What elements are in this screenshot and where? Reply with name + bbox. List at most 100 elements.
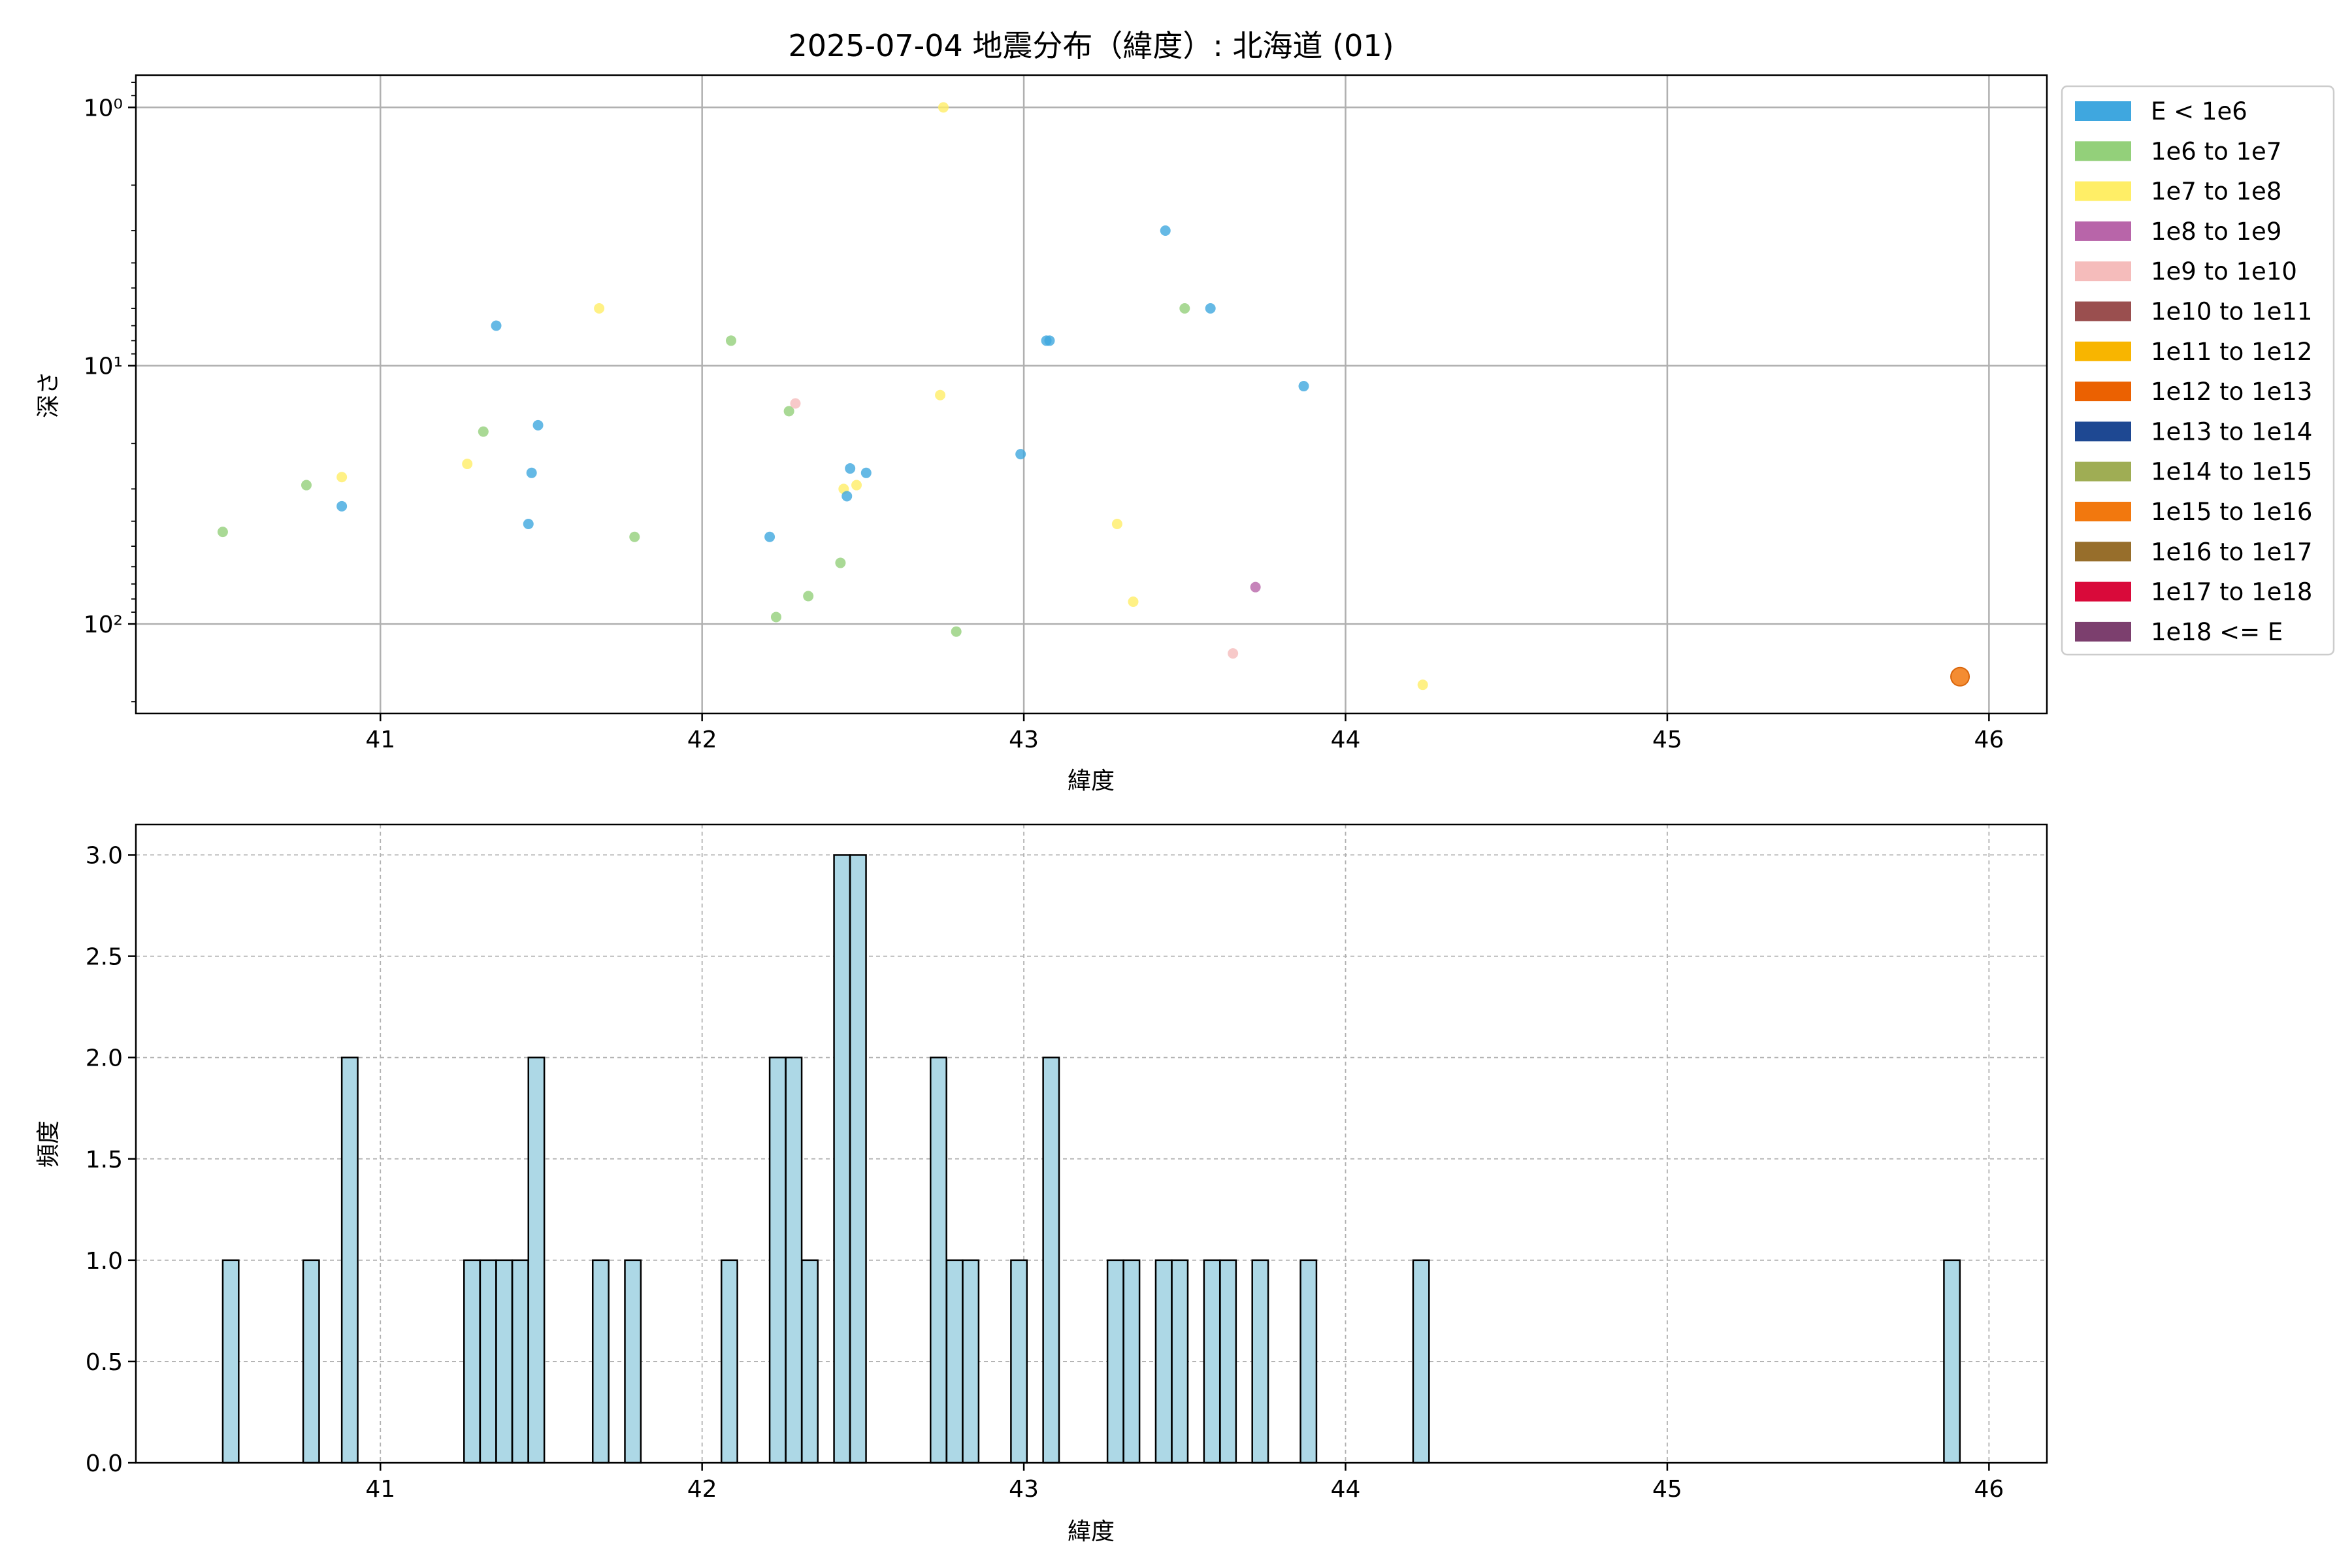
histogram-x-ticks: 41 42 43 44 45 46 bbox=[365, 1463, 2004, 1503]
scatter-y-tick-label: 10¹ bbox=[84, 353, 123, 380]
histogram-bar bbox=[1010, 1259, 1028, 1464]
scatter-y-tick-label: 10² bbox=[84, 612, 123, 638]
histogram-bar bbox=[785, 1056, 803, 1464]
scatter-point bbox=[217, 527, 228, 538]
scatter-x-tick-label: 45 bbox=[1652, 727, 1682, 753]
scatter-point bbox=[532, 419, 544, 431]
scatter-point bbox=[770, 612, 781, 623]
scatter-y-axis-label: 深さ bbox=[35, 371, 62, 418]
legend-swatch bbox=[2075, 461, 2131, 482]
scatter-point bbox=[764, 531, 776, 542]
legend-swatch bbox=[2075, 261, 2131, 282]
scatter-point bbox=[301, 480, 312, 491]
legend-label: 1e13 to 1e14 bbox=[2151, 417, 2312, 446]
histogram-x-tick-label: 43 bbox=[1009, 1476, 1039, 1503]
scatter-point bbox=[803, 591, 814, 602]
scatter-grid bbox=[136, 75, 2047, 713]
histogram-x-tick-label: 41 bbox=[365, 1476, 395, 1503]
histogram-bar bbox=[1154, 1259, 1173, 1464]
histogram-bar bbox=[1219, 1259, 1237, 1464]
histogram-x-tick-label: 46 bbox=[1974, 1476, 2004, 1503]
scatter-point bbox=[1044, 335, 1055, 346]
histogram-bar bbox=[1042, 1056, 1060, 1464]
scatter-point bbox=[1950, 666, 1970, 687]
legend-swatch bbox=[2075, 382, 2131, 402]
legend-label: 1e16 to 1e17 bbox=[2151, 538, 2312, 566]
scatter-point bbox=[1250, 581, 1261, 593]
scatter-point bbox=[1179, 303, 1190, 314]
legend-swatch bbox=[2075, 221, 2131, 241]
histogram-bar bbox=[591, 1259, 610, 1464]
scatter-x-axis-label: 緯度 bbox=[1068, 768, 1115, 794]
scatter-point bbox=[526, 467, 537, 478]
legend-label: 1e11 to 1e12 bbox=[2151, 338, 2312, 366]
scatter-y-ticks: 10⁰ 10¹ 10² bbox=[84, 82, 136, 702]
histogram-x-tick-label: 44 bbox=[1331, 1476, 1361, 1503]
legend-label: E < 1e6 bbox=[2151, 97, 2247, 125]
histogram-bar bbox=[511, 1259, 529, 1464]
histogram-bar bbox=[1251, 1259, 1269, 1464]
legend-label: 1e9 to 1e10 bbox=[2151, 257, 2297, 286]
scatter-point bbox=[1205, 303, 1216, 314]
legend-label: 1e6 to 1e7 bbox=[2151, 137, 2281, 165]
scatter-point bbox=[336, 500, 348, 512]
histogram-y-tick-label: 0.5 bbox=[86, 1349, 123, 1376]
scatter-point bbox=[523, 518, 534, 529]
histogram-panel: 41 42 43 44 45 46 0.0 0.5 1.0 1.5 2.0 2.5 3.0 緯度 頻度 bbox=[35, 823, 2048, 1545]
legend-swatch bbox=[2075, 141, 2131, 161]
scatter-x-tick-label: 42 bbox=[687, 727, 717, 753]
histogram-bar bbox=[624, 1259, 642, 1464]
scatter-x-tick-label: 43 bbox=[1009, 727, 1039, 753]
histogram-bar bbox=[1412, 1259, 1430, 1464]
scatter-point bbox=[790, 398, 801, 409]
scatter-point bbox=[783, 406, 794, 417]
scatter-point bbox=[1111, 518, 1122, 529]
legend-swatch bbox=[2075, 621, 2131, 642]
histogram-frame bbox=[135, 823, 2048, 1464]
scatter-x-ticks: 41 42 43 44 45 46 bbox=[365, 713, 2004, 753]
histogram-bar bbox=[479, 1259, 497, 1464]
scatter-point bbox=[629, 531, 640, 542]
histogram-bar bbox=[340, 1056, 359, 1464]
scatter-point bbox=[935, 389, 946, 400]
legend-swatch bbox=[2075, 502, 2131, 521]
histogram-bar bbox=[495, 1259, 514, 1464]
histogram-y-ticks: 0.0 0.5 1.0 1.5 2.0 2.5 3.0 bbox=[86, 843, 136, 1477]
legend-swatch bbox=[2075, 301, 2131, 321]
scatter-point bbox=[336, 472, 348, 483]
histogram-y-tick-label: 1.0 bbox=[86, 1248, 123, 1275]
histogram-bar bbox=[463, 1259, 481, 1464]
histogram-bar bbox=[1171, 1259, 1189, 1464]
scatter-point bbox=[938, 102, 949, 113]
scatter-point bbox=[1015, 449, 1026, 460]
legend-label: 1e14 to 1e15 bbox=[2151, 458, 2312, 486]
histogram-bar bbox=[1943, 1259, 1961, 1464]
histogram-bar bbox=[801, 1259, 819, 1464]
legend-entries: E < 1e6 1e6 to 1e7 1e7 to 1e8 1e8 to 1e9 1e9… bbox=[2075, 97, 2312, 646]
histogram-bar bbox=[849, 854, 867, 1464]
legend-label: 1e18 <= E bbox=[2151, 618, 2283, 646]
scatter-frame bbox=[135, 74, 2048, 715]
histogram-bar bbox=[945, 1259, 964, 1464]
histogram-y-axis-label: 頻度 bbox=[35, 1120, 62, 1168]
histogram-bar bbox=[720, 1259, 738, 1464]
histogram-bar bbox=[962, 1259, 980, 1464]
legend-label: 1e7 to 1e8 bbox=[2151, 178, 2281, 206]
scatter-point bbox=[860, 467, 872, 478]
chart-title: 2025-07-04 地震分布（緯度）: 北海道 (01) bbox=[788, 28, 1394, 63]
histogram-x-tick-label: 42 bbox=[687, 1476, 717, 1503]
histogram-bar bbox=[221, 1259, 240, 1464]
scatter-points bbox=[217, 102, 1970, 691]
legend-swatch bbox=[2075, 542, 2131, 562]
scatter-point bbox=[1298, 381, 1309, 392]
scatter-point bbox=[462, 459, 473, 470]
scatter-point bbox=[835, 557, 846, 568]
legend-label: 1e17 to 1e18 bbox=[2151, 578, 2312, 606]
scatter-x-tick-label: 44 bbox=[1331, 727, 1361, 753]
legend-swatch bbox=[2075, 581, 2131, 602]
histogram-x-tick-label: 45 bbox=[1652, 1476, 1682, 1503]
legend-swatch bbox=[2075, 421, 2131, 442]
scatter-x-tick-label: 41 bbox=[365, 727, 395, 753]
scatter-point bbox=[478, 426, 489, 437]
